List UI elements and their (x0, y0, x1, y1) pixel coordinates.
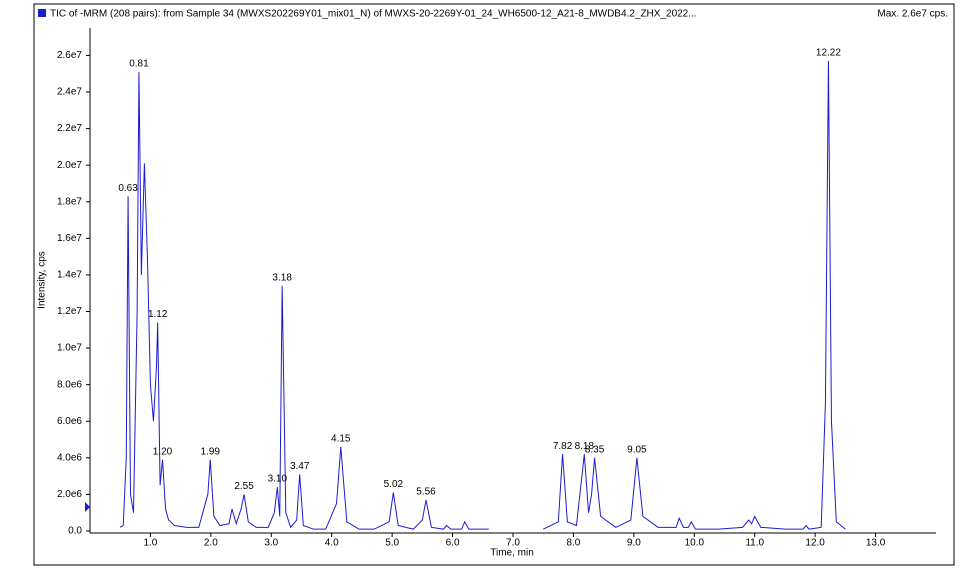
y-tick-label: 1.2e7 (57, 306, 82, 317)
x-tick-label: 5.0 (385, 538, 399, 549)
peak-label: 1.12 (148, 309, 168, 320)
peak-label: 4.15 (331, 434, 351, 445)
x-tick-label: 10.0 (685, 538, 705, 549)
y-tick-label: 4.0e6 (57, 452, 82, 463)
y-tick-label: 2.0e7 (57, 160, 82, 171)
x-tick-label: 9.0 (627, 538, 641, 549)
x-tick-label: 11.0 (745, 538, 764, 549)
peak-label: 1.20 (153, 446, 173, 457)
y-tick-label: 1.6e7 (57, 233, 82, 244)
x-tick-label: 6.0 (446, 538, 460, 549)
peak-label: 3.18 (272, 273, 292, 284)
y-tick-label: 1.4e7 (57, 270, 82, 281)
peak-label: 5.02 (384, 479, 404, 490)
y-tick-label: 6.0e6 (57, 416, 82, 427)
peak-label: 3.10 (268, 474, 288, 485)
x-tick-label: 2.0 (204, 538, 218, 549)
y-tick-label: 8.0e6 (57, 379, 82, 390)
peak-label: 8.18 (575, 441, 595, 452)
y-tick-label: 2.0e6 (57, 489, 82, 500)
chart-title: TIC of -MRM (208 pairs): from Sample 34 … (50, 9, 697, 20)
baseline-marker (85, 502, 90, 512)
y-axis-label: Intensity, cps (37, 251, 48, 309)
peak-label: 9.05 (627, 444, 647, 455)
y-tick-label: 2.4e7 (57, 87, 82, 98)
x-tick-label: 7.0 (506, 538, 520, 549)
y-tick-label: 2.6e7 (57, 50, 82, 61)
max-label: Max. 2.6e7 cps. (877, 9, 948, 20)
peak-label: 3.47 (290, 461, 310, 472)
peak-label: 5.56 (416, 487, 436, 498)
trace (119, 60, 846, 530)
peak-label: 0.81 (129, 59, 149, 70)
y-tick-label: 1.0e7 (57, 343, 82, 354)
y-tick-label: 1.8e7 (57, 196, 82, 207)
peak-label: 8.35 (585, 444, 605, 455)
peak-label: 7.82 (553, 441, 573, 452)
x-tick-label: 13.0 (866, 538, 886, 549)
frame (33, 3, 955, 566)
x-tick-label: 4.0 (325, 538, 339, 549)
legend-swatch (38, 9, 46, 17)
peak-label: 2.55 (234, 481, 254, 492)
x-axis-label: Time, min (490, 548, 534, 559)
peak-label: 0.63 (118, 183, 138, 194)
x-tick-label: 3.0 (264, 538, 278, 549)
x-tick-label: 1.0 (143, 538, 157, 549)
x-tick-label: 8.0 (566, 538, 580, 549)
peak-label: 12.22 (816, 48, 841, 59)
peak-label: 1.99 (201, 446, 221, 457)
x-tick-label: 12.0 (805, 538, 825, 549)
y-tick-label: 0.0 (68, 526, 82, 537)
y-tick-label: 2.2e7 (57, 123, 82, 134)
